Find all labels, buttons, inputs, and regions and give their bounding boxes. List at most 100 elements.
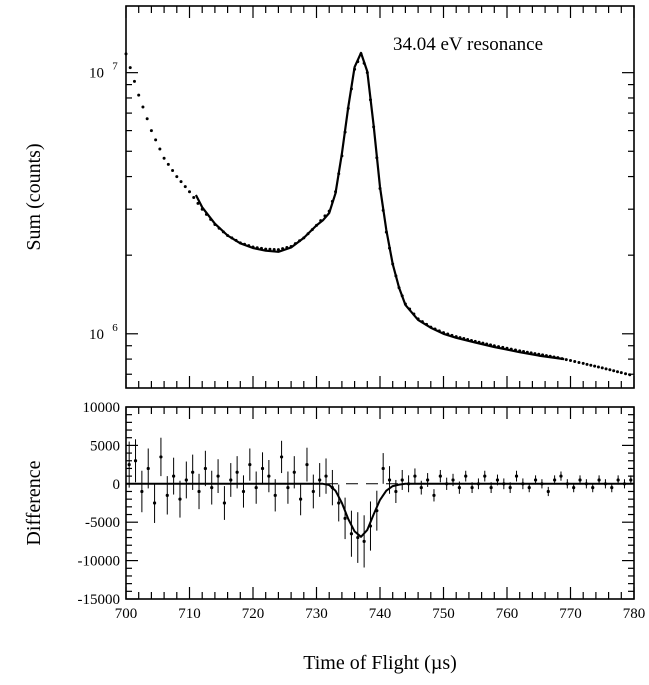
difference-point xyxy=(553,478,557,482)
difference-point xyxy=(235,470,239,474)
difference-point xyxy=(381,466,385,471)
difference-point xyxy=(127,463,131,467)
difference-point xyxy=(438,474,442,478)
difference-point xyxy=(165,493,169,497)
difference-point xyxy=(337,501,341,505)
data-dot xyxy=(573,359,577,363)
data-dot xyxy=(141,105,145,109)
data-dot xyxy=(581,361,585,365)
difference-point xyxy=(299,497,303,501)
sum-plot-series xyxy=(124,51,632,377)
difference-point xyxy=(203,466,207,471)
data-dot xyxy=(183,185,187,189)
x-tick-label-0: 700 xyxy=(115,606,138,622)
data-dot xyxy=(158,147,162,151)
difference-point xyxy=(495,478,500,482)
data-dot xyxy=(615,370,619,374)
difference-point xyxy=(172,474,176,478)
difference-point xyxy=(311,489,315,494)
difference-point xyxy=(222,501,227,505)
difference-point xyxy=(254,486,258,490)
x-tick-label-3: 730 xyxy=(305,606,328,622)
data-dot xyxy=(589,363,593,367)
sum-plot-frame xyxy=(125,5,635,389)
difference-point xyxy=(159,455,163,459)
difference-point xyxy=(527,486,531,490)
data-dot xyxy=(175,175,179,179)
fit-curve xyxy=(194,51,565,361)
data-dot xyxy=(124,52,128,56)
top-y-tick-label-1: 10 xyxy=(89,66,104,82)
difference-plot-frame xyxy=(125,406,635,600)
difference-point xyxy=(362,539,366,544)
x-axis-title: Time of Flight (µs) xyxy=(303,652,457,674)
difference-point xyxy=(514,474,519,478)
data-dot xyxy=(596,365,600,369)
difference-point xyxy=(591,486,595,490)
bottom-y-tick-label-5: -15000 xyxy=(78,592,121,608)
data-dot xyxy=(145,117,149,121)
difference-point xyxy=(292,470,296,474)
x-tick-label-6: 760 xyxy=(496,606,519,622)
x-tick-label-2: 720 xyxy=(242,606,265,622)
difference-point xyxy=(216,474,220,478)
difference-point xyxy=(533,478,538,482)
data-dot xyxy=(569,359,572,363)
data-dot xyxy=(593,364,597,368)
difference-point xyxy=(248,463,252,467)
sum-plot-panel: 10 6 10 7 34.04 eV resonance Sum (counts) xyxy=(23,5,635,389)
difference-point xyxy=(210,486,214,490)
difference-point xyxy=(419,486,423,490)
difference-point xyxy=(260,466,265,471)
difference-point xyxy=(273,493,277,497)
difference-point xyxy=(178,497,182,501)
x-tick-labels: 700 710 720 730 740 750 760 770 780 xyxy=(115,606,646,622)
difference-point xyxy=(400,478,404,482)
data-dot xyxy=(162,156,166,160)
difference-point xyxy=(343,516,347,520)
difference-point xyxy=(356,535,360,540)
data-dot xyxy=(132,79,136,83)
data-dot xyxy=(192,196,196,200)
difference-point xyxy=(241,489,246,494)
data-dot xyxy=(272,247,276,251)
difference-point xyxy=(559,474,563,478)
difference-plot-series xyxy=(126,437,634,568)
difference-point xyxy=(146,466,150,471)
data-dot xyxy=(619,371,623,375)
difference-point xyxy=(508,486,512,490)
difference-point xyxy=(305,463,309,467)
top-y-tick-label-0: 10 xyxy=(89,327,104,343)
x-tick-label-5: 750 xyxy=(432,606,455,622)
sum-plot-ticks xyxy=(125,6,635,388)
data-dot xyxy=(128,66,132,70)
difference-point xyxy=(426,478,430,482)
x-tick-label-1: 710 xyxy=(178,606,201,622)
x-tick-label-7: 770 xyxy=(559,606,582,622)
difference-point xyxy=(152,501,157,505)
data-dot xyxy=(154,138,158,142)
data-dot xyxy=(624,372,628,376)
data-dot xyxy=(564,358,568,362)
difference-point xyxy=(349,532,354,536)
data-dot xyxy=(585,362,589,366)
bottom-y-tick-label-1: 5000 xyxy=(90,438,120,454)
bottom-y-tick-label-4: -10000 xyxy=(78,554,121,570)
difference-point xyxy=(267,474,271,478)
top-y-tick-exponent-0: 6 xyxy=(112,322,118,334)
difference-plot-panel: 10000 5000 0 -5000 -10000 -15000 700 710 720 730… xyxy=(23,400,645,674)
difference-point xyxy=(387,478,392,482)
difference-point xyxy=(197,489,201,494)
data-dot xyxy=(149,129,153,133)
difference-plot-y-tick-labels: 10000 5000 0 -5000 -10000 -15000 xyxy=(78,400,121,608)
difference-point xyxy=(464,474,468,478)
difference-point xyxy=(451,478,455,482)
bottom-y-tick-label-0: 10000 xyxy=(83,400,121,416)
data-dot xyxy=(179,180,183,184)
difference-point xyxy=(432,493,436,497)
difference-point xyxy=(324,474,328,478)
data-dot xyxy=(137,93,141,97)
difference-y-axis-title: Difference xyxy=(23,460,45,545)
difference-point xyxy=(191,470,195,474)
